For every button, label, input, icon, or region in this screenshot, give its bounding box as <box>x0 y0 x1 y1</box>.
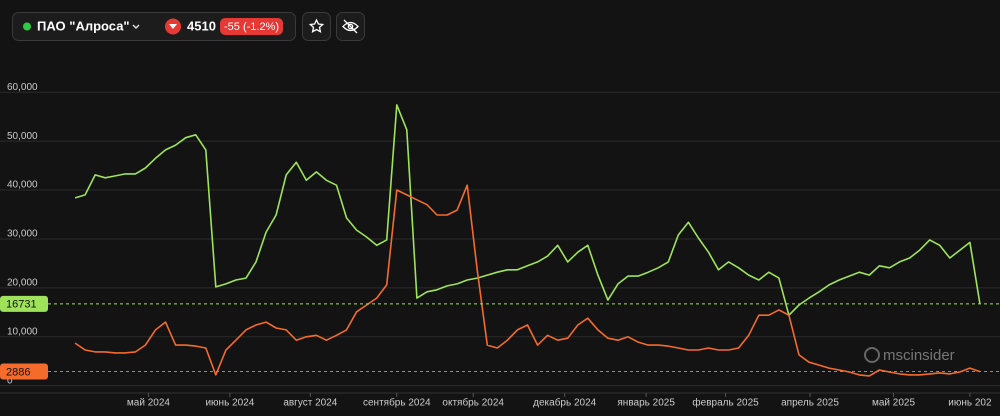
star-button[interactable] <box>302 12 331 41</box>
y-tick-label: 50,000 <box>7 131 38 142</box>
star-box[interactable] <box>302 12 331 41</box>
x-tick-label: июнь 2024 <box>205 398 254 409</box>
change-badge <box>220 18 283 35</box>
x-tick-label: январь 2025 <box>617 398 675 409</box>
watermark: mscinsider <box>864 347 955 364</box>
down-arrow <box>169 24 177 29</box>
x-tick-label: август 2024 <box>283 398 337 409</box>
last-value-label: 2886 <box>6 366 30 378</box>
x-tick-label: декабрь 2024 <box>533 397 597 409</box>
change: -55 (-1.2%) <box>224 21 279 33</box>
star-icon[interactable] <box>308 18 325 33</box>
y-tick-label: 60,000 <box>7 82 38 93</box>
x-tick-label: сентябрь 2024 <box>363 397 431 409</box>
status-dot <box>23 22 31 31</box>
series-line <box>74 184 981 377</box>
hide-button[interactable] <box>336 12 365 41</box>
plot: 0 10,000 20,000 30,000 40,000 50,000 60,000 май… <box>0 82 1000 409</box>
x-tick-label: апрель 2025 <box>781 398 839 409</box>
y-tick-label: 40,000 <box>7 180 38 191</box>
last-value-label: 16731 <box>6 299 37 311</box>
x-tick-label: октябрь 2024 <box>442 397 504 409</box>
y-tick-label: 10,000 <box>7 326 38 337</box>
watermark-text: mscinsider <box>883 347 955 364</box>
chevron[interactable] <box>132 24 140 30</box>
last-value-badge <box>0 363 48 380</box>
last-value-badge <box>0 295 48 312</box>
series-line <box>74 104 981 316</box>
symbol-selector[interactable]: ПАО "Алроса" 4510 -55 (-1.2%) <box>12 12 296 41</box>
eye-pupil[interactable] <box>347 23 354 30</box>
x-tick-label: май 2024 <box>127 398 170 409</box>
x-tick-label: май 2025 <box>872 398 915 409</box>
price: 4510 <box>187 18 216 33</box>
x-tick-label: июнь 202 <box>948 398 992 409</box>
y-tick-label: 0 <box>7 375 13 386</box>
y-tick-label: 20,000 <box>7 277 38 288</box>
company-name: ПАО "Алроса" <box>37 18 130 33</box>
x-tick-label: февраль 2025 <box>692 397 759 409</box>
eye-slash[interactable] <box>343 19 358 34</box>
y-tick-label: 30,000 <box>7 229 38 240</box>
watermark-icon <box>864 347 880 363</box>
